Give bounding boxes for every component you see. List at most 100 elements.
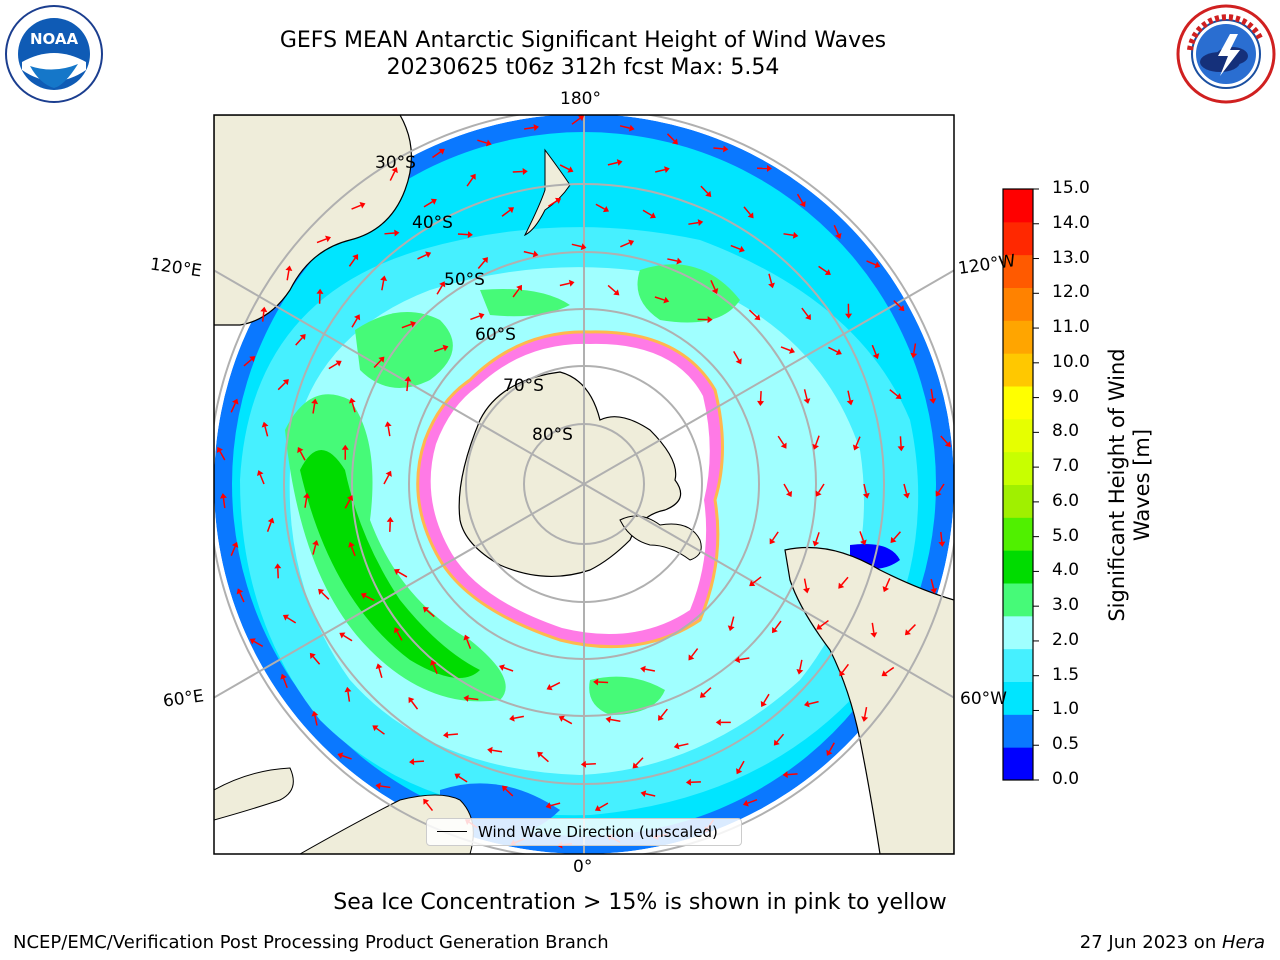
wave-arrow [783,233,794,237]
wave-arrow [654,296,665,301]
wave-arrow [893,300,902,309]
wave-arrow [930,578,935,589]
wave-arrow [312,403,316,414]
wave-arrow [458,775,468,783]
wave-arrow-head [394,627,401,634]
wave-arrow [855,436,861,447]
wave-arrow [466,639,472,649]
wave-arrow [387,426,391,437]
wave-arrow [559,282,570,287]
wave-arrow-head [895,393,902,400]
wave-arrow-head [929,398,937,404]
colorbar-tick-label: 10.0 [1052,351,1090,372]
wave-arrow [610,718,621,722]
colorbar-tick-label: 5.0 [1052,525,1080,546]
colorbar-segment [1003,418,1033,453]
wave-arrow [644,668,656,672]
antarctic-peninsula [619,515,702,561]
wave-arrow [468,697,479,701]
wave-arrow [847,390,851,401]
wave-arrow [239,592,245,603]
wave-arrow [620,242,630,248]
wave-arrow-head [467,231,473,239]
wave-arrow [799,659,803,670]
wave-arrow [548,200,558,207]
wave-arrow-head [285,265,293,271]
wave-arrow-head [812,443,819,450]
wave-arrow [230,402,236,413]
wave-arrow-head [826,749,833,756]
wave-arrow [282,678,288,689]
wave-arrow [667,258,678,262]
wave-arrow [787,773,798,776]
wave-arrow [833,224,839,235]
wave-arrow [364,595,375,602]
wave-arrow [889,389,899,397]
wave-arrow-head [430,659,437,666]
wave-arrow [380,785,391,789]
wave-arrow-head [438,148,445,155]
colorbar-tick-label: 9.0 [1052,386,1080,407]
wave-arrow-head [580,760,587,768]
colorbar-tick-label: 12.0 [1052,282,1090,303]
wave-arrow-head [738,245,745,253]
wave-arrow-head [231,541,239,548]
wave-arrow-head [649,212,656,219]
wave-arrow-head [768,282,775,289]
wave-arrow-head [482,257,488,264]
map-legend: Wind Wave Direction (unscaled) [426,818,742,846]
wave-arrow-head [384,421,392,427]
wave-arrow-head [568,279,575,287]
wave-arrow [607,284,617,293]
wave-arrow-head [742,799,749,807]
wave-arrow-head [375,663,383,670]
wave-arrow [660,708,668,718]
wave-arrow-head [485,139,492,147]
wave-arrow [776,733,785,743]
wave-arrow-head [736,768,743,775]
wave-arrow-head [882,586,890,593]
wave-arrow-head [769,538,776,545]
wave-arrow-head [282,379,289,386]
wave-arrow [859,531,865,541]
wave-arrow-head [664,166,670,174]
wave-arrow [505,788,514,797]
colorbar-tick-label: 3.0 [1052,595,1080,616]
wave-arrow-head [874,261,881,268]
wave-arrow-head [628,124,635,132]
meridian-60w [583,483,954,699]
wave-arrow [730,616,735,627]
wave-arrow-head [657,714,664,721]
wave-arrow-head [711,288,719,295]
wave-arrow-head [749,580,756,587]
wave-arrow-head [944,441,951,448]
wave-arrow-head [360,592,367,599]
wave-arrow-head [605,716,612,723]
wave-arrow-head [261,421,269,428]
wave-arrow [373,359,382,369]
wave-arrow-head [463,634,471,641]
wave-arrow-head [425,251,432,258]
colorbar-tick-label: 13.0 [1052,247,1090,268]
wave-arrow-head [546,683,553,691]
noaa-logo: NOAA [5,5,103,103]
wave-arrow-head [339,632,346,639]
wave-arrow-head [318,588,325,595]
wave-arrow-head [723,145,729,153]
wave-arrow-head [335,360,342,367]
wave-arrow [739,657,750,661]
wave-arrow [885,578,891,588]
wave-arrow-head [839,670,846,677]
wave-arrow-head [344,686,352,693]
wave-arrow-head [380,275,388,282]
colorbar-tick-label: 6.0 [1052,490,1080,511]
colorbar-segment [1003,353,1033,387]
meridian-60e [214,483,585,699]
wave-arrow [940,531,943,543]
wave-arrow-head [219,493,227,499]
noaa-logo-text: NOAA [30,30,79,48]
legend-label: Wind Wave Direction (unscaled) [478,823,718,841]
lon-label-60w: 60°W [960,689,1007,709]
wave-arrow [796,193,804,204]
wave-arrow-head [282,614,290,621]
